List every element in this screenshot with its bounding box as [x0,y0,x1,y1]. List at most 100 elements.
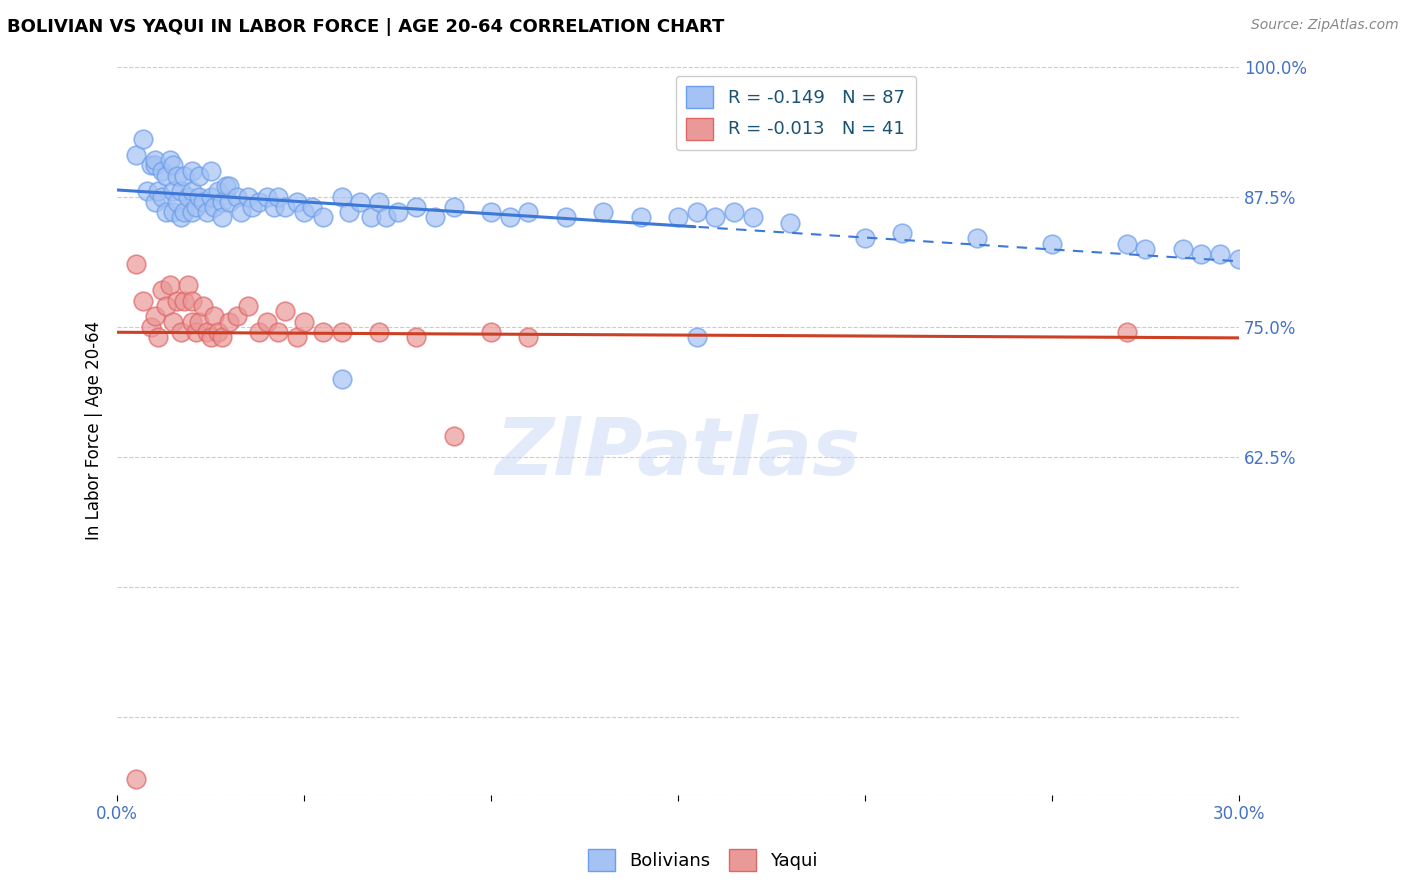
Point [405,200,427,214]
Point [125,257,148,271]
Point [517,330,540,344]
Point [162,185,184,199]
Point [387,205,409,219]
Legend: R = -0.149   N = 87, R = -0.013   N = 41: R = -0.149 N = 87, R = -0.013 N = 41 [675,76,915,151]
Point [195,325,218,339]
Point [218,194,240,209]
Point [136,185,159,199]
Point [247,325,270,339]
Point [148,185,170,199]
Legend: Bolivians, Yaqui: Bolivians, Yaqui [581,842,825,879]
Point [301,200,323,214]
Point [666,211,689,225]
Point [211,194,233,209]
Point [162,314,184,328]
Point [125,772,148,787]
Point [292,314,315,328]
Point [211,211,233,225]
Point [686,330,709,344]
Point [229,205,252,219]
Point [188,314,211,328]
Point [285,330,308,344]
Point [1171,242,1194,256]
Point [143,194,166,209]
Point [155,169,177,183]
Point [200,330,222,344]
Point [125,148,148,162]
Point [143,158,166,172]
Point [166,169,188,183]
Point [181,314,204,328]
Point [337,205,360,219]
Point [779,216,801,230]
Point [143,310,166,324]
Point [193,299,215,313]
Point [367,194,389,209]
Point [166,293,188,308]
Point [159,153,181,168]
Point [150,163,173,178]
Point [479,205,502,219]
Text: ZIPatlas: ZIPatlas [495,414,860,491]
Point [274,200,297,214]
Point [263,200,285,214]
Point [173,293,195,308]
Point [150,283,173,297]
Point [256,189,278,203]
Point [1135,242,1157,256]
Y-axis label: In Labor Force | Age 20-64: In Labor Force | Age 20-64 [86,321,103,541]
Point [443,200,465,214]
Point [166,194,188,209]
Point [225,189,247,203]
Point [330,325,353,339]
Point [200,163,222,178]
Point [517,205,540,219]
Point [292,205,315,219]
Text: Source: ZipAtlas.com: Source: ZipAtlas.com [1251,18,1399,32]
Point [218,314,240,328]
Point [423,211,446,225]
Point [181,185,204,199]
Point [240,200,263,214]
Point [479,325,502,339]
Point [723,205,745,219]
Point [150,189,173,203]
Point [159,278,181,293]
Point [207,325,229,339]
Point [405,330,427,344]
Text: BOLIVIAN VS YAQUI IN LABOR FORCE | AGE 20-64 CORRELATION CHART: BOLIVIAN VS YAQUI IN LABOR FORCE | AGE 2… [7,18,724,36]
Point [704,211,727,225]
Point [443,429,465,443]
Point [360,211,382,225]
Point [177,278,200,293]
Point [218,179,240,194]
Point [236,299,259,313]
Point [170,211,193,225]
Point [853,231,876,245]
Point [211,330,233,344]
Point [184,325,207,339]
Point [170,325,193,339]
Point [256,314,278,328]
Point [367,325,389,339]
Point [202,310,225,324]
Point [267,189,290,203]
Point [330,189,353,203]
Point [630,211,652,225]
Point [177,189,200,203]
Point [188,189,211,203]
Point [132,293,155,308]
Point [236,189,259,203]
Point [139,319,162,334]
Point [285,194,308,209]
Point [1115,325,1137,339]
Point [247,194,270,209]
Point [312,325,335,339]
Point [170,185,193,199]
Point [274,304,297,318]
Point [349,194,371,209]
Point [225,310,247,324]
Point [1227,252,1250,266]
Point [162,158,184,172]
Point [188,169,211,183]
